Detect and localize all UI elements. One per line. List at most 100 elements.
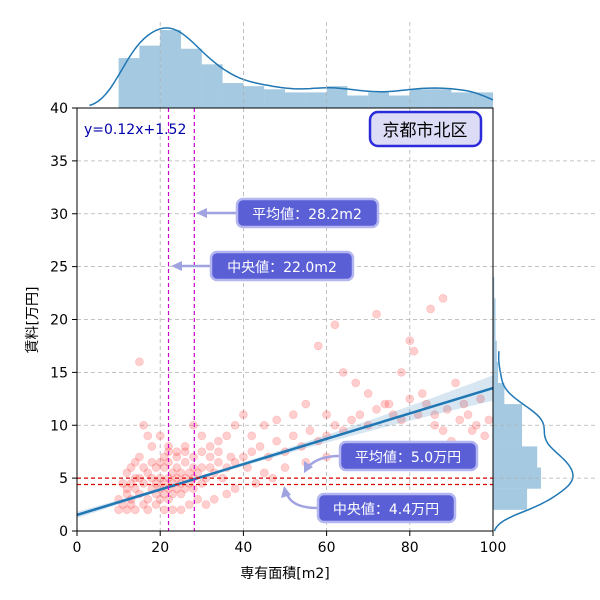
top-hist-bar [472,92,493,108]
scatter-point [151,463,161,472]
scatter-point [222,431,232,441]
scatter-point [155,494,165,504]
scatter-point [322,410,331,419]
scatter-point [172,463,182,472]
scatter-point [205,463,215,472]
scatter-point [405,336,415,345]
scatter-point [209,494,219,504]
scatter-point [155,431,165,441]
scatter-point [189,420,198,430]
scatter-point [151,479,161,488]
top-hist-bar [118,58,140,108]
x-tick-label: 60 [318,540,336,556]
scatter-point [180,457,190,467]
scatter-point [143,505,153,515]
scatter-point [289,431,298,441]
scatter-point [255,442,265,451]
top-hist-bar [347,95,369,108]
scatter-point [180,442,190,451]
right-hist-bar [493,298,496,320]
scatter-point [472,420,481,430]
top-hist-bar [389,95,410,108]
y-tick-label: 25 [50,260,68,276]
x-axis-ticks: 0 20 40 60 80 100 [73,531,507,556]
scatter-point [272,436,281,446]
regression-equation: y=0.12x+1.52 [84,122,186,138]
right-hist-bar [493,340,497,362]
scatter-point [126,463,136,472]
scatter-point [189,484,198,494]
scatter-point [347,415,356,425]
scatter-point [305,426,315,435]
scatter-point [384,399,394,409]
scatter-point [330,420,340,430]
scatter-point [480,431,489,441]
top-hist-bar [201,64,223,108]
scatter-point [239,410,248,419]
scatter-point [463,410,473,419]
top-hist-bar [409,89,431,108]
scatter-point [130,505,140,515]
y-axis-ticks: 0 5 10 15 20 25 30 35 40 [50,101,77,540]
scatter-point [259,420,269,430]
annotation-mean-area: 平均値：28.2m2 [196,197,380,229]
scatter-point [130,457,140,467]
scatter-point [189,463,198,472]
scatter-point [459,399,469,409]
scatter-point [289,410,298,419]
scatter-point [197,447,207,456]
scatter-point [139,500,148,509]
annotation-mean-area-label: 平均値：28.2m2 [252,207,362,223]
scatter-point [409,346,419,356]
scatter-point [143,431,153,441]
x-tick-label: 80 [401,540,419,556]
y-tick-label: 0 [59,524,68,540]
x-tick-label: 40 [234,540,252,556]
scatter-point [176,468,186,478]
y-tick-label: 10 [50,418,68,434]
x-axis-label: 専有面積[m2] [240,566,329,582]
top-hist-bar [305,92,327,108]
scatter-point [189,452,198,462]
scatter-point [259,468,269,478]
scatter-point [272,415,281,425]
scatter-point [438,294,448,303]
scatter-point [185,500,194,509]
scatter-point [330,320,340,330]
right-hist-bar [493,488,528,510]
scatter-point [114,505,123,515]
y-tick-label: 20 [50,313,68,329]
plot-area: 0 20 40 60 80 100 0 5 10 15 20 25 30 35 40 [50,22,598,556]
right-kde-curve [493,351,574,532]
top-hist-bar [139,45,161,108]
scatter-point [397,368,406,377]
scatter-point [126,479,136,488]
top-hist-bar [160,30,181,108]
scatter-point [351,378,361,388]
scatter-point [126,500,136,509]
scatter-point [197,431,207,441]
scatter-point [151,500,161,509]
scatter-point [380,399,390,409]
scatter-point [372,405,381,414]
scatter-point [185,468,194,478]
scatter-point [417,389,427,398]
scatter-point [455,415,465,425]
scatter-point [122,489,132,499]
scatter-point [118,479,128,488]
scatter-point [193,494,202,504]
scatter-point [197,479,207,488]
scatter-point [147,442,157,451]
annotation-median-area: 中央値：22.0m2 [171,250,355,282]
scatter-point [355,410,365,419]
scatter-point [180,447,190,456]
y-tick-label: 30 [50,207,68,223]
scatter-point [205,442,215,451]
scatter-point [139,479,148,488]
top-hist-bar [285,92,306,108]
scatter-point [230,484,240,494]
x-tick-label: 20 [151,540,169,556]
y-tick-label: 15 [50,365,68,381]
x-tick-label: 100 [480,540,507,556]
